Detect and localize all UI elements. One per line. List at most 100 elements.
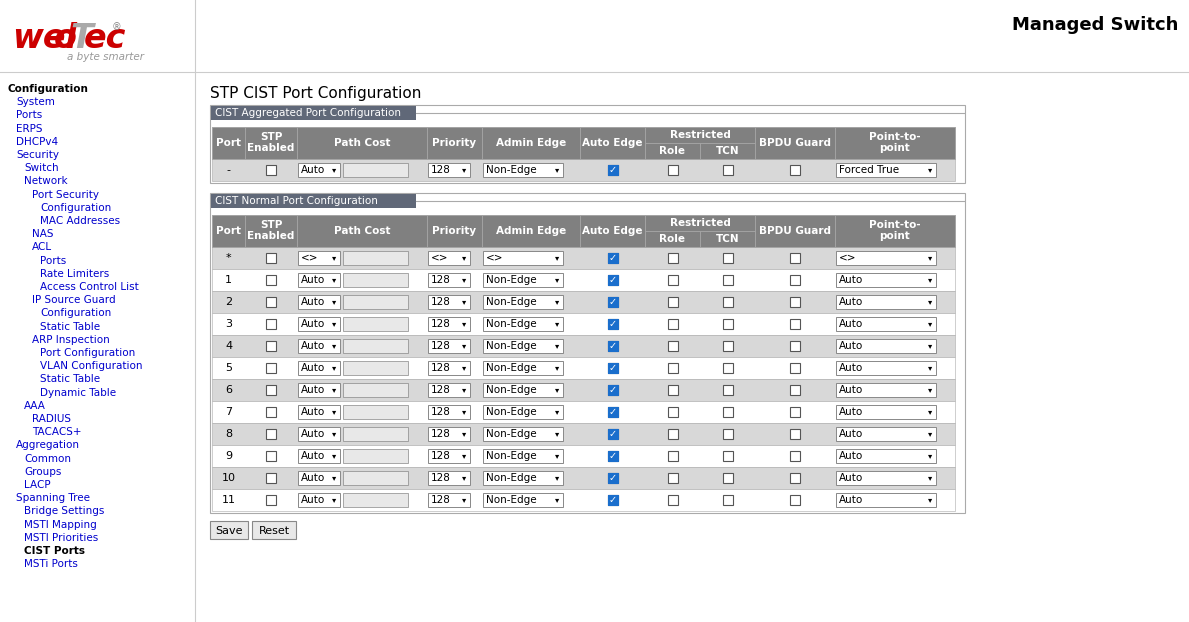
Text: 3: 3 [225,319,232,329]
Bar [789,253,800,263]
Bar [342,449,408,463]
Bar [836,361,936,375]
Text: 6: 6 [225,385,232,395]
Text: Non-Edge: Non-Edge [486,275,536,285]
Bar [210,193,965,513]
Text: ✓: ✓ [609,451,617,461]
Text: Auto: Auto [839,451,863,461]
Bar [342,251,408,265]
Bar [427,215,482,247]
Text: Non-Edge: Non-Edge [486,495,536,505]
Text: ▾: ▾ [461,276,466,284]
Bar [266,407,276,417]
Text: 128: 128 [430,341,451,351]
Bar [266,165,276,175]
Text: Switch: Switch [24,163,58,173]
Text: Port Security: Port Security [32,190,99,200]
Text: Access Control List: Access Control List [40,282,139,292]
Bar [608,319,617,329]
Text: ▾: ▾ [555,320,559,328]
Text: MSTI Mapping: MSTI Mapping [24,519,96,529]
Text: Port Configuration: Port Configuration [40,348,136,358]
Text: ▾: ▾ [555,452,559,460]
Bar [483,493,564,507]
Text: MSTi Ports: MSTi Ports [24,559,77,569]
Bar [266,275,276,285]
Bar [723,363,732,373]
Bar [644,231,700,247]
Bar [0,0,1189,72]
Bar [608,451,617,461]
Text: NAS: NAS [32,229,54,239]
Bar [298,273,340,287]
Bar [723,473,732,483]
Bar [667,407,678,417]
Text: ARP Inspection: ARP Inspection [32,335,109,345]
Text: Non-Edge: Non-Edge [486,451,536,461]
Bar [266,451,276,461]
Bar [298,251,340,265]
Text: *: * [226,253,232,263]
Text: ▾: ▾ [332,407,336,417]
Bar [644,143,700,159]
Text: ▾: ▾ [332,165,336,175]
Bar [580,127,644,159]
Text: ▾: ▾ [927,407,932,417]
Bar [667,385,678,395]
Text: Port: Port [216,138,241,148]
Bar [608,363,617,373]
Bar [608,297,617,307]
Text: ▾: ▾ [555,254,559,262]
Bar [212,335,955,357]
Text: ▾: ▾ [555,297,559,307]
Text: ▾: ▾ [927,297,932,307]
Text: Non-Edge: Non-Edge [486,407,536,417]
Bar [298,383,340,397]
Bar [483,361,564,375]
Text: Auto: Auto [839,297,863,307]
Text: ▾: ▾ [461,386,466,394]
Text: Restricted: Restricted [669,130,730,140]
Text: Auto: Auto [301,341,326,351]
Bar [608,253,617,263]
Text: ▾: ▾ [555,473,559,483]
Bar [428,449,470,463]
Text: Auto: Auto [301,385,326,395]
Bar [723,429,732,439]
Text: ec: ec [84,22,126,55]
Text: 7: 7 [225,407,232,417]
Text: ✓: ✓ [609,407,617,417]
Bar [428,361,470,375]
Bar [723,319,732,329]
Text: Static Table: Static Table [40,322,100,332]
Text: TACACS+: TACACS+ [32,427,82,437]
Bar [789,451,800,461]
Text: ✓: ✓ [609,297,617,307]
Text: ✓: ✓ [609,495,617,505]
Text: Auto: Auto [301,165,326,175]
Text: <>: <> [301,253,319,263]
Bar [608,473,617,483]
Bar [298,317,340,331]
Text: ▾: ▾ [927,341,932,351]
Text: Auto Edge: Auto Edge [583,226,643,236]
Bar [667,165,678,175]
Bar [608,319,617,329]
Text: ▾: ▾ [555,407,559,417]
Bar [789,495,800,505]
Bar [298,493,340,507]
Text: BPDU Guard: BPDU Guard [759,226,831,236]
Bar [342,339,408,353]
Text: ▾: ▾ [555,276,559,284]
Text: 128: 128 [430,495,451,505]
Text: ▾: ▾ [927,452,932,460]
Text: Auto: Auto [301,407,326,417]
Bar [428,295,470,309]
Text: 128: 128 [430,407,451,417]
Bar [483,383,564,397]
Bar [608,275,617,285]
Bar [245,127,297,159]
Bar [836,427,936,441]
Bar [298,471,340,485]
Text: ▾: ▾ [927,473,932,483]
